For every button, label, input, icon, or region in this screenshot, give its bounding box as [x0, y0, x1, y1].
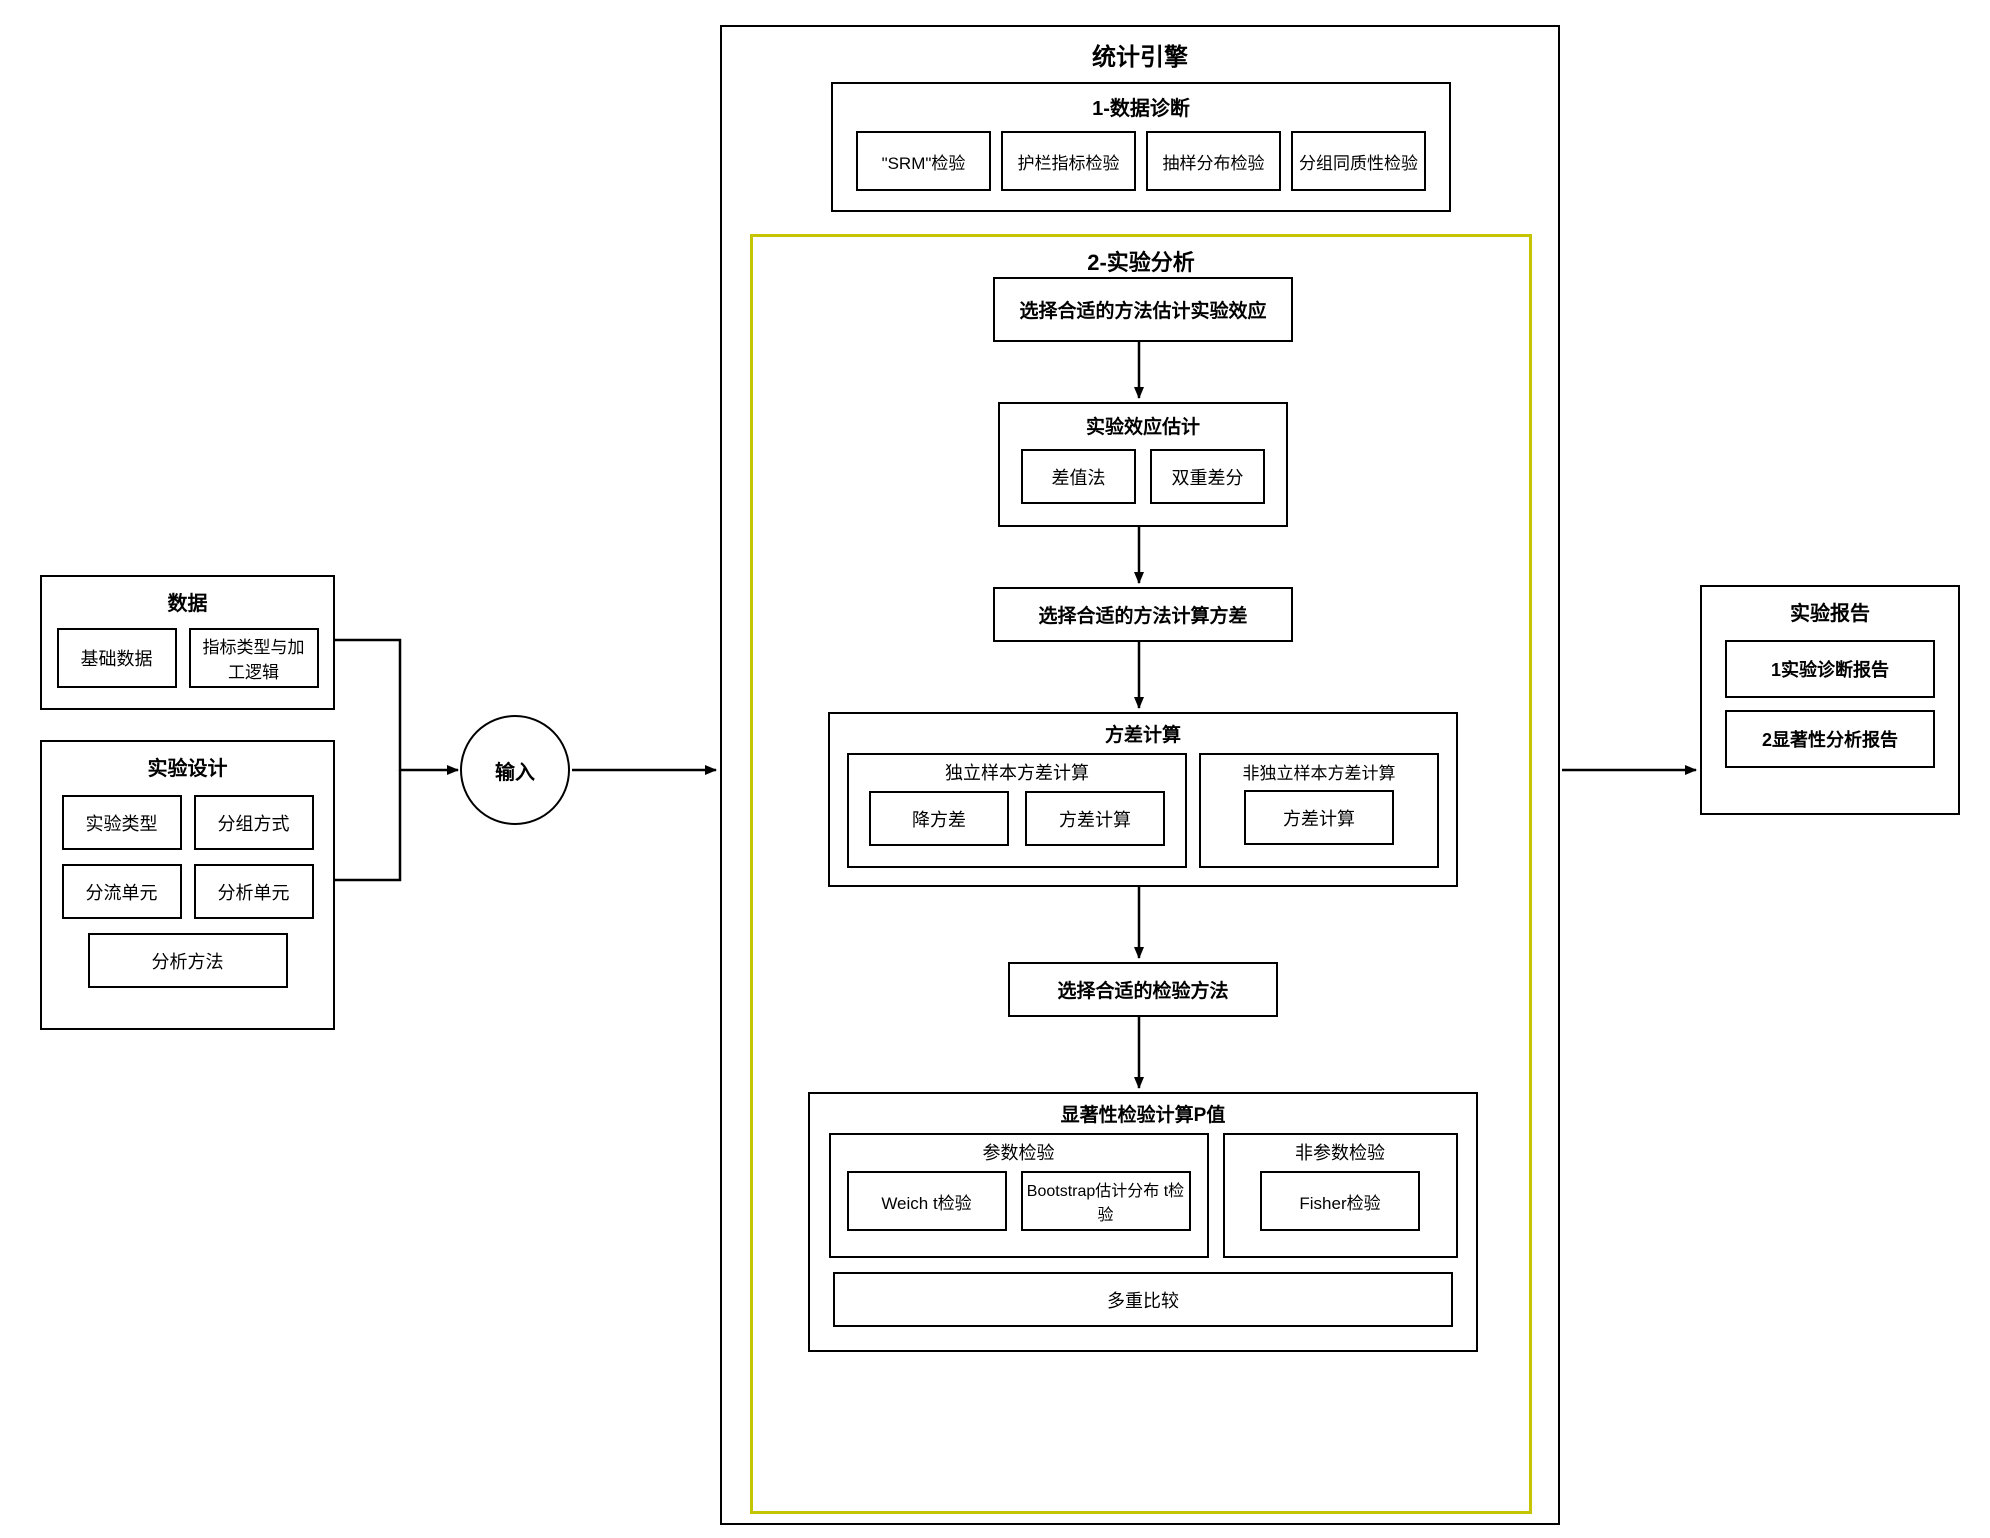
- sig-nonparam-0: Fisher检验: [1260, 1171, 1420, 1231]
- step2-box: 选择合适的方法计算方差: [993, 587, 1293, 642]
- report-title: 实验报告: [1716, 597, 1944, 626]
- effect-title: 实验效应估计: [1008, 412, 1278, 439]
- sig-nonparam: 非参数检验 Fisher检验: [1223, 1133, 1458, 1258]
- variance-indep: 独立样本方差计算 降方差 方差计算: [847, 753, 1187, 868]
- design-item-0: 实验类型: [62, 795, 182, 850]
- variance-indep-1: 方差计算: [1025, 791, 1165, 846]
- sig-param-1: Bootstrap估计分布 t检验: [1021, 1171, 1191, 1231]
- variance-title: 方差计算: [840, 720, 1446, 747]
- variance-box: 方差计算 独立样本方差计算 降方差 方差计算 非独立样本方差计算: [828, 712, 1458, 887]
- effect-item-1: 双重差分: [1150, 449, 1265, 504]
- diag-item-0: "SRM"检验: [856, 131, 991, 191]
- diagram-canvas: 数据 基础数据 指标类型与加工逻辑 实验设计 实验类型 分组方式 分流单元 分析…: [0, 0, 1990, 1538]
- effect-item-0: 差值法: [1021, 449, 1136, 504]
- report-item-0: 1实验诊断报告: [1725, 640, 1935, 698]
- analysis-box: 2-实验分析 选择合适的方法估计实验效应 实验效应估计 差值法 双重差分 选择合…: [750, 234, 1532, 1514]
- variance-dep-0: 方差计算: [1244, 790, 1394, 845]
- effect-box: 实验效应估计 差值法 双重差分: [998, 402, 1288, 527]
- input-circle: 输入: [460, 715, 570, 825]
- engine-title: 统计引擎: [736, 37, 1544, 72]
- design-item-3: 分析单元: [194, 864, 314, 919]
- step2-label: 选择合适的方法计算方差: [1038, 601, 1247, 628]
- step1-box: 选择合适的方法估计实验效应: [993, 277, 1293, 342]
- design-box-title: 实验设计: [54, 752, 321, 781]
- diag-item-1: 护栏指标检验: [1001, 131, 1136, 191]
- diag-title: 1-数据诊断: [843, 92, 1439, 121]
- engine-box: 统计引擎 1-数据诊断 "SRM"检验 护栏指标检验 抽样分布检验 分组同质性检…: [720, 25, 1560, 1525]
- sig-multi: 多重比较: [833, 1272, 1453, 1327]
- variance-dep-title: 非独立样本方差计算: [1209, 759, 1429, 784]
- diag-box: 1-数据诊断 "SRM"检验 护栏指标检验 抽样分布检验 分组同质性检验: [831, 82, 1451, 212]
- data-box: 数据 基础数据 指标类型与加工逻辑: [40, 575, 335, 710]
- diag-item-3: 分组同质性检验: [1291, 131, 1426, 191]
- design-item-1: 分组方式: [194, 795, 314, 850]
- step3-box: 选择合适的检验方法: [1008, 962, 1278, 1017]
- sig-param: 参数检验 Weich t检验 Bootstrap估计分布 t检验: [829, 1133, 1209, 1258]
- data-item-basic: 基础数据: [57, 628, 177, 688]
- report-item-1: 2显著性分析报告: [1725, 710, 1935, 768]
- analysis-title: 2-实验分析: [763, 245, 1519, 277]
- data-box-title: 数据: [54, 587, 321, 616]
- variance-indep-0: 降方差: [869, 791, 1009, 846]
- design-box: 实验设计 实验类型 分组方式 分流单元 分析单元 分析方法: [40, 740, 335, 1030]
- variance-indep-title: 独立样本方差计算: [857, 759, 1177, 785]
- data-item-metric: 指标类型与加工逻辑: [189, 628, 319, 688]
- design-item-2: 分流单元: [62, 864, 182, 919]
- sig-param-title: 参数检验: [839, 1139, 1199, 1165]
- step1-label: 选择合适的方法估计实验效应: [1019, 296, 1266, 323]
- report-box: 实验报告 1实验诊断报告 2显著性分析报告: [1700, 585, 1960, 815]
- diag-item-2: 抽样分布检验: [1146, 131, 1281, 191]
- sig-nonparam-title: 非参数检验: [1233, 1139, 1448, 1165]
- design-item-4: 分析方法: [88, 933, 288, 988]
- input-label: 输入: [495, 756, 535, 785]
- sig-param-0: Weich t检验: [847, 1171, 1007, 1231]
- sig-title: 显著性检验计算P值: [820, 1100, 1466, 1127]
- variance-dep: 非独立样本方差计算 方差计算: [1199, 753, 1439, 868]
- step3-label: 选择合适的检验方法: [1057, 976, 1228, 1003]
- sig-box: 显著性检验计算P值 参数检验 Weich t检验 Bootstrap估计分布 t…: [808, 1092, 1478, 1352]
- sig-multi-label: 多重比较: [1107, 1287, 1179, 1313]
